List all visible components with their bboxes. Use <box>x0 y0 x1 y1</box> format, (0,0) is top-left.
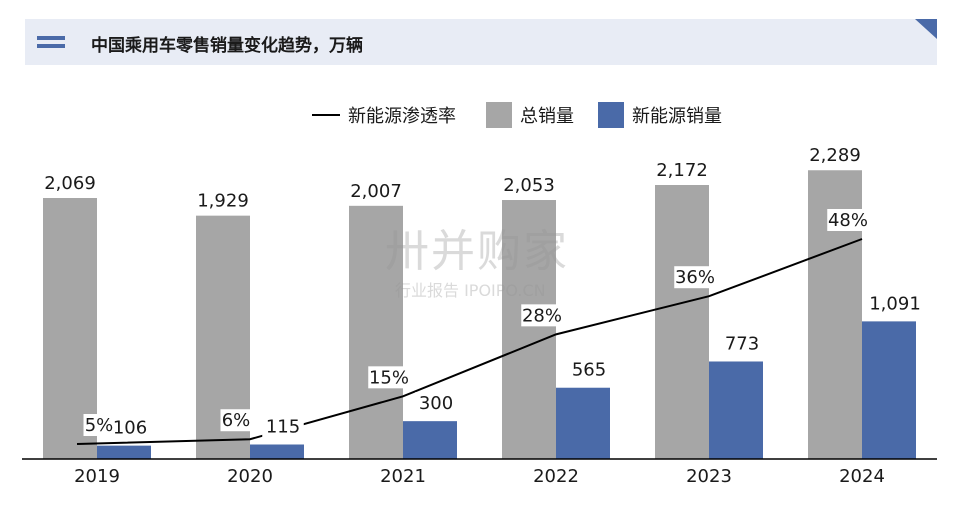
data-label-nev-bg <box>721 332 763 355</box>
bar-total <box>655 185 709 459</box>
data-label-rate-bg <box>83 414 115 436</box>
data-label-total: 1,929 <box>197 191 249 212</box>
chart-header: 中国乘用车零售销量变化趋势，万辆 <box>25 19 937 65</box>
legend-item-rate: 新能源渗透率 <box>312 100 456 130</box>
bar-total <box>349 205 403 459</box>
legend-item-total: 总销量 <box>486 100 574 130</box>
legend-label-total: 总销量 <box>520 106 574 127</box>
data-label-rate-bg <box>220 409 252 432</box>
data-label-nev-bg <box>415 392 457 415</box>
data-label-rate: 48% <box>828 210 868 231</box>
legend-item-nev: 新能源销量 <box>598 100 722 130</box>
data-label-nev: 300 <box>419 393 453 414</box>
data-label-nev: 1,091 <box>869 293 921 314</box>
data-label-rate-bg <box>827 209 869 231</box>
x-tick-label: 2023 <box>686 466 732 487</box>
data-label-rate: 15% <box>369 367 409 388</box>
data-label-total: 2,172 <box>656 160 708 181</box>
bar-nev <box>97 445 151 459</box>
header-bars-icon <box>37 36 65 48</box>
data-label-nev: 115 <box>266 416 300 437</box>
bar-nev <box>862 321 916 459</box>
legend-label-nev: 新能源销量 <box>632 106 722 127</box>
data-label-nev-bg <box>568 358 610 381</box>
data-label-rate: 5% <box>85 415 114 436</box>
x-tick-label: 2019 <box>74 466 120 487</box>
data-label-nev: 773 <box>725 333 759 354</box>
legend-box-swatch-nev <box>598 102 624 128</box>
data-label-nev: 106 <box>113 418 147 439</box>
data-label-total: 2,069 <box>44 173 96 194</box>
x-tick-label: 2022 <box>533 466 579 487</box>
rate-line <box>76 238 863 445</box>
legend-label-rate: 新能源渗透率 <box>348 106 456 127</box>
bar-nev <box>250 444 304 459</box>
data-label-rate-bg <box>368 366 410 389</box>
data-label-rate: 36% <box>675 267 715 288</box>
data-label-nev-bg <box>863 292 927 315</box>
bar-nev <box>709 361 763 459</box>
data-label-rate-bg <box>521 304 563 327</box>
x-tick-label: 2024 <box>839 466 885 487</box>
data-label-nev: 565 <box>572 360 606 381</box>
data-label-rate: 28% <box>522 305 562 326</box>
data-label-total: 2,053 <box>503 175 555 196</box>
x-tick-label: 2020 <box>227 466 273 487</box>
data-label-nev-bg <box>262 415 304 438</box>
data-label-total: 2,289 <box>809 145 861 166</box>
data-label-rate: 6% <box>222 410 251 431</box>
bar-nev <box>556 387 610 459</box>
bar-total <box>502 200 556 459</box>
chart-legend: 新能源渗透率 总销量 新能源销量 <box>0 100 978 130</box>
header-corner-triangle <box>915 19 937 39</box>
chart-title: 中国乘用车零售销量变化趋势，万辆 <box>91 36 363 56</box>
x-tick-label: 2021 <box>380 466 426 487</box>
legend-line-swatch <box>312 114 340 116</box>
bar-nev <box>403 421 457 459</box>
legend-box-swatch-total <box>486 102 512 128</box>
data-label-nev-bg <box>109 416 151 439</box>
data-label-rate-bg <box>674 266 716 289</box>
data-label-total: 2,007 <box>350 181 402 202</box>
